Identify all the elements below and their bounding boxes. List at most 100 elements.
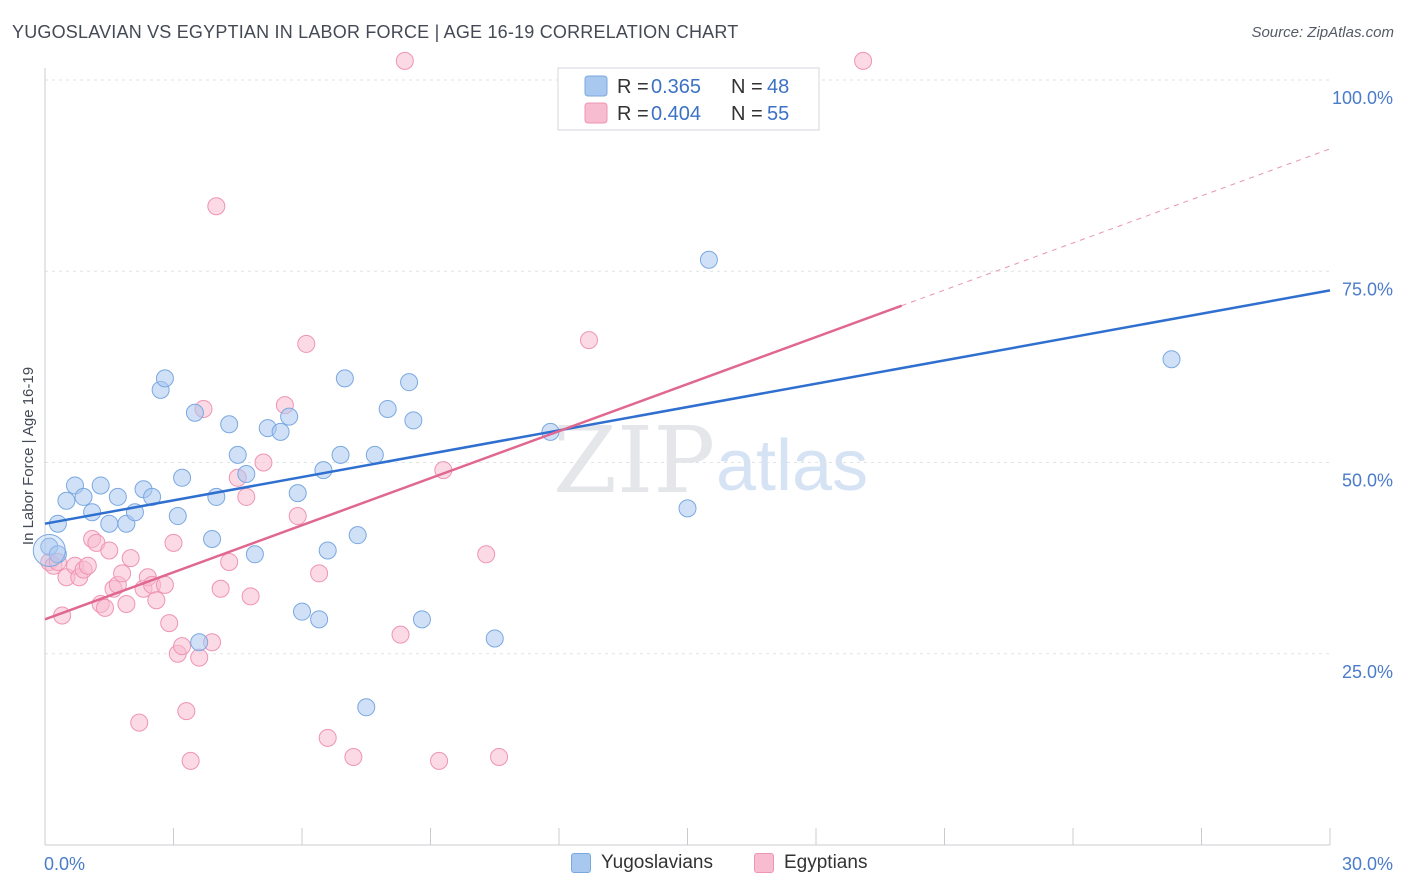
- legend-r-label-1: R =: [617, 76, 649, 98]
- yugoslavian-point: [108, 487, 127, 506]
- watermark-zip: ZIP: [553, 407, 715, 514]
- legend-item-yugoslavians: Yugoslavians: [571, 852, 713, 874]
- egyptian-point: [177, 702, 196, 721]
- legend-n-value-1: 48: [767, 76, 789, 98]
- egyptian-point: [395, 51, 414, 70]
- yugoslavian-point: [335, 369, 354, 388]
- yugoslavian-point: [237, 464, 256, 483]
- yugoslavian-point: [245, 545, 264, 564]
- egyptian-point: [579, 331, 598, 350]
- source-credit: Source: ZipAtlas.com: [1251, 24, 1394, 41]
- egyptians-points: [40, 51, 873, 770]
- yugoslavian-point: [155, 369, 174, 388]
- yugoslavians-swatch: [571, 853, 591, 873]
- yugoslavian-point: [331, 445, 350, 464]
- yugoslavian-point: [203, 530, 222, 548]
- y-tick-label: 50.0%: [1342, 471, 1393, 491]
- yugoslavian-point: [348, 526, 367, 545]
- egyptian-point: [297, 334, 316, 353]
- y-tick-label: 25.0%: [1342, 662, 1393, 682]
- egyptian-point: [430, 751, 449, 770]
- yugoslavian-point: [288, 484, 307, 503]
- gridlines: [45, 79, 1330, 655]
- egyptian-point: [241, 587, 260, 606]
- yugoslavian-point: [357, 698, 376, 717]
- egyptian-point: [220, 552, 239, 571]
- legend-swatch-yugoslavians: [584, 75, 608, 97]
- yugoslavian-point: [220, 415, 239, 434]
- egyptian-point: [310, 564, 329, 583]
- correlation-legend: R = 0.365 N = 48 R = 0.404 N = 55: [557, 67, 820, 131]
- legend-n-label-1: N =: [731, 76, 763, 98]
- yugoslavian-point: [48, 545, 67, 564]
- egyptian-point: [211, 579, 230, 598]
- yugoslavian-point: [412, 610, 431, 629]
- yugoslavian-point: [100, 514, 119, 533]
- yugoslavian-cluster-point: [32, 533, 66, 567]
- yugoslavian-point: [365, 445, 384, 464]
- yugoslavian-point: [310, 610, 329, 629]
- yugoslavian-point: [83, 503, 102, 522]
- egyptian-point: [95, 598, 114, 617]
- egyptians-trend-extension: [901, 148, 1331, 307]
- yugoslavian-point: [57, 491, 76, 510]
- yugoslavian-point: [699, 250, 718, 269]
- egyptian-point: [490, 748, 509, 767]
- egyptian-point: [173, 637, 192, 656]
- yugoslavian-point: [74, 487, 93, 506]
- yugoslavian-point: [173, 468, 192, 487]
- egyptian-point: [130, 713, 149, 732]
- yugoslavian-point: [293, 602, 311, 621]
- series-legend: Yugoslavians Egyptians: [0, 852, 1406, 876]
- egyptian-point: [121, 549, 140, 568]
- egyptian-point: [477, 545, 496, 564]
- chart-title: YUGOSLAVIAN VS EGYPTIAN IN LABOR FORCE |…: [12, 22, 739, 42]
- trend-lines: [44, 148, 1331, 621]
- yugoslavian-point: [314, 461, 333, 480]
- egyptian-point: [190, 648, 209, 667]
- egyptian-point: [344, 748, 363, 767]
- y-tick-label: 100.0%: [1332, 88, 1393, 108]
- yugoslavian-point: [318, 541, 337, 560]
- legend-r-value-2: 0.404: [651, 103, 701, 125]
- yugoslavians-trend-line: [44, 289, 1331, 525]
- egyptian-point: [207, 197, 226, 216]
- egyptian-point: [155, 575, 174, 594]
- egyptian-point: [164, 533, 183, 552]
- yugoslavian-point: [404, 411, 423, 430]
- egyptians-trend-line: [44, 304, 903, 621]
- yugoslavian-point: [168, 507, 187, 526]
- watermark-atlas: atlas: [716, 426, 868, 506]
- egyptian-point: [391, 625, 410, 644]
- yugoslavian-point: [485, 629, 504, 648]
- yugoslavian-point: [1162, 350, 1181, 369]
- egyptians-label: Egyptians: [784, 852, 868, 873]
- yugoslavian-point: [400, 373, 419, 392]
- legend-r-value-1: 0.365: [651, 76, 701, 98]
- egyptian-point: [318, 728, 337, 747]
- legend-swatch-egyptians: [584, 102, 608, 124]
- egyptian-point: [254, 453, 273, 472]
- egyptian-point: [147, 591, 166, 610]
- yugoslavian-point: [271, 422, 290, 441]
- egyptian-point: [181, 751, 200, 770]
- egyptian-point: [160, 614, 179, 633]
- yugoslavian-point: [378, 399, 397, 418]
- egyptian-point: [113, 564, 132, 583]
- x-tick-label-min: 0.0%: [44, 854, 85, 874]
- yugoslavians-label: Yugoslavians: [601, 852, 713, 873]
- x-ticks: [44, 828, 1331, 845]
- legend-n-label-2: N =: [731, 103, 763, 125]
- egyptian-point: [117, 595, 136, 614]
- legend-r-label-2: R =: [617, 103, 649, 125]
- egyptian-point: [78, 556, 97, 575]
- legend-n-value-2: 55: [767, 103, 789, 125]
- yugoslavian-point: [228, 445, 247, 464]
- egyptian-point: [288, 507, 307, 526]
- egyptian-point: [100, 541, 119, 560]
- yugoslavian-point: [280, 407, 299, 426]
- yugoslavian-point: [185, 403, 204, 422]
- y-tick-labels: 25.0% 50.0% 75.0% 100.0%: [1332, 88, 1393, 682]
- egyptians-swatch: [754, 853, 774, 873]
